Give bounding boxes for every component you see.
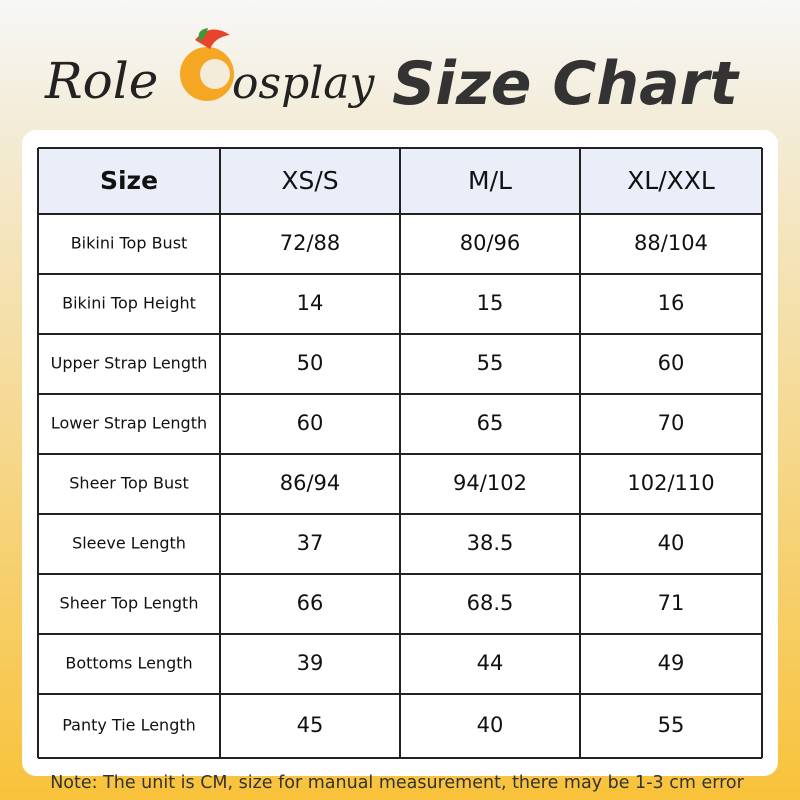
row-label: Bottoms Length (65, 654, 192, 673)
cell: 60 (658, 351, 685, 375)
cell: 68.5 (467, 591, 514, 615)
cell: 65 (477, 411, 504, 435)
note: Note: The unit is CM, size for manual me… (50, 773, 744, 793)
cell: 50 (297, 351, 324, 375)
row-label: Sheer Top Bust (69, 474, 188, 493)
cell: 16 (658, 291, 685, 315)
header-cell: XS/S (281, 166, 338, 195)
cell: 49 (658, 651, 685, 675)
cell: 44 (477, 651, 504, 675)
cell: 55 (477, 351, 504, 375)
cell: 55 (658, 713, 685, 737)
row-label: Bikini Top Height (62, 294, 196, 313)
title: Size Chart (392, 49, 740, 119)
cell: 86/94 (280, 471, 341, 495)
cell: 71 (658, 591, 685, 615)
header-cell: Size (100, 166, 158, 195)
cell: 80/96 (460, 231, 521, 255)
cell: 94/102 (453, 471, 527, 495)
row-label: Lower Strap Length (51, 414, 207, 433)
cell: 37 (297, 531, 324, 555)
cell: 38.5 (467, 531, 514, 555)
cell: 15 (477, 291, 504, 315)
cell: 102/110 (627, 471, 714, 495)
header-cell: M/L (468, 166, 512, 195)
cell: 60 (297, 411, 324, 435)
cell: 72/88 (280, 231, 341, 255)
cell: 14 (297, 291, 324, 315)
cell: 39 (297, 651, 324, 675)
row-label: Upper Strap Length (51, 354, 208, 373)
header-cell: XL/XXL (627, 166, 715, 195)
row-label: Panty Tie Length (62, 716, 196, 735)
brand-right: osplay (232, 58, 376, 109)
row-label: Sleeve Length (72, 534, 186, 553)
cell: 40 (658, 531, 685, 555)
cell: 70 (658, 411, 685, 435)
cell: 45 (297, 713, 324, 737)
brand-icon (180, 28, 234, 101)
cell: 40 (477, 713, 504, 737)
size-table: Size XS/S M/L XL/XXL Bikini Top Bust 72/88 80/… (37, 147, 763, 759)
cell: 66 (297, 591, 324, 615)
row-label: Bikini Top Bust (71, 234, 188, 253)
cell: 88/104 (634, 231, 708, 255)
row-label: Sheer Top Length (60, 594, 199, 613)
brand-left: Role (44, 52, 158, 110)
